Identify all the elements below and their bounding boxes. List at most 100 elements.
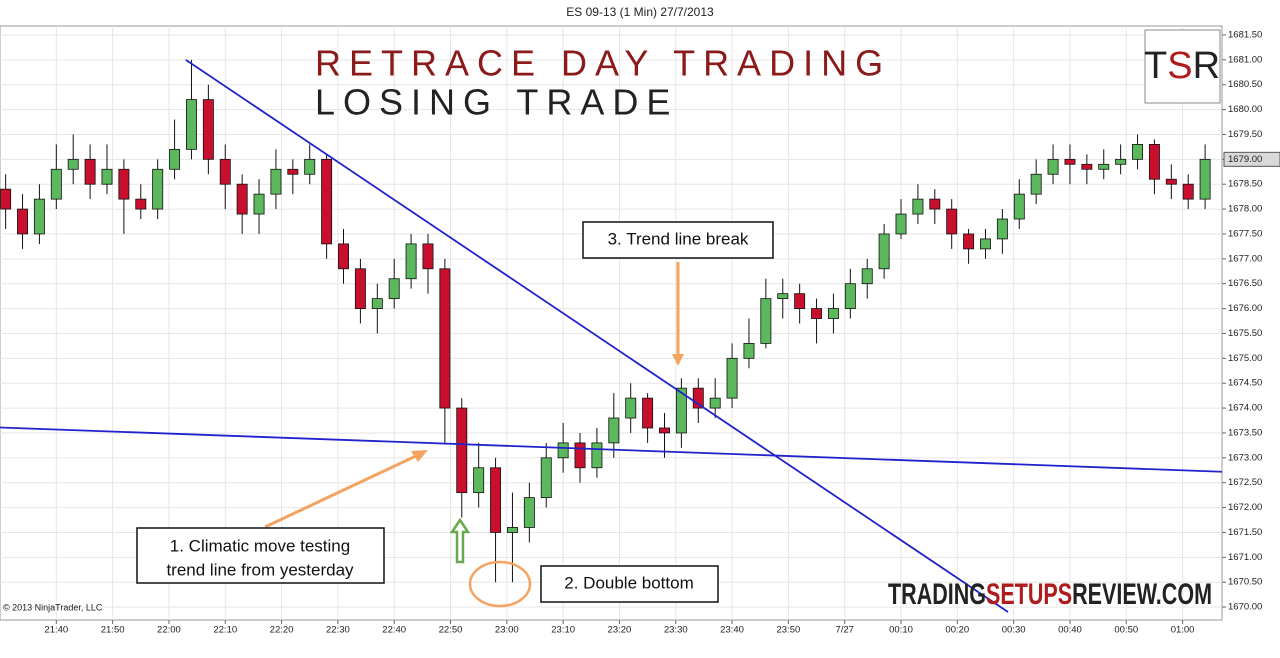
candle-body [270, 168, 282, 195]
x-tick-label: 23:10 [551, 625, 575, 636]
candle-body [743, 342, 755, 359]
candle-body [1098, 163, 1110, 170]
arrow-head [672, 354, 684, 366]
candle-body [811, 308, 823, 319]
y-tick-label: 1675.50 [1228, 328, 1262, 339]
candle-body [794, 293, 806, 309]
candle-body [118, 168, 130, 200]
x-tick-label: 22:00 [157, 625, 181, 636]
candle-body [642, 397, 654, 429]
y-tick-label: 1670.00 [1228, 602, 1262, 613]
candle-body [625, 397, 637, 419]
candle-body [456, 407, 468, 494]
candle-body [321, 158, 333, 245]
x-tick-label: 23:30 [664, 625, 688, 636]
x-tick-label: 00:20 [945, 625, 969, 636]
candle-body [659, 427, 670, 434]
y-tick-label: 1680.00 [1228, 104, 1262, 115]
chart-title: RETRACE DAY TRADING [315, 43, 891, 84]
y-tick-label: 1679.50 [1228, 129, 1262, 140]
candle-body [152, 168, 164, 210]
annotation-text: 2. Double bottom [564, 573, 693, 592]
candle-body [726, 357, 738, 399]
annotation-arrow [264, 453, 419, 529]
y-tick-label: 1671.50 [1228, 527, 1262, 538]
y-tick-label: 1678.00 [1228, 204, 1262, 215]
candle-body [506, 527, 518, 533]
candle-body [67, 158, 79, 170]
watermark-part: SETUPS [986, 578, 1072, 611]
candle-body [219, 158, 231, 185]
x-tick-label: 22:20 [270, 625, 294, 636]
last-price-label: 1679.00 [1228, 154, 1262, 165]
candle-body [439, 268, 451, 409]
x-tick-label: 00:50 [1114, 625, 1138, 636]
candle-body [996, 218, 1008, 240]
candle-body [422, 243, 434, 270]
y-tick-label: 1670.50 [1228, 577, 1262, 588]
x-tick-label: 21:40 [44, 625, 68, 636]
candle-body [675, 387, 687, 434]
y-tick-label: 1674.50 [1228, 378, 1262, 389]
y-tick-label: 1677.50 [1228, 228, 1262, 239]
candle-body [101, 168, 113, 185]
y-tick-label: 1677.00 [1228, 253, 1262, 264]
x-tick-label: 23:40 [720, 625, 744, 636]
entry-arrow [449, 517, 471, 564]
candle-body [490, 467, 502, 533]
candle-body [135, 198, 147, 210]
candle-body [17, 208, 28, 235]
x-tick-label: 00:30 [1002, 625, 1026, 636]
y-tick-label: 1671.00 [1228, 552, 1262, 563]
y-tick-label: 1672.00 [1228, 502, 1262, 513]
annotation-text: 1. Climatic move testing [170, 536, 350, 555]
candle-body [185, 99, 197, 150]
candle-body [912, 198, 924, 215]
candle-body [354, 268, 366, 309]
x-tick-label: 22:50 [439, 625, 463, 636]
watermark-part: REVIEW.COM [1072, 578, 1212, 611]
candle-body [777, 293, 789, 300]
candle-body [557, 442, 569, 459]
candle-body [760, 298, 772, 344]
candle-body [202, 99, 214, 160]
watermark-part: TRADING [888, 578, 986, 611]
logo-box [1144, 29, 1221, 104]
candle-body [473, 467, 485, 494]
candle-body [1148, 144, 1160, 180]
candle-body [236, 183, 248, 215]
y-tick-label: 1675.00 [1228, 353, 1262, 364]
x-tick-label: 00:10 [889, 625, 913, 636]
x-tick-label: 01:00 [1171, 625, 1195, 636]
annotation-box [540, 565, 719, 603]
candle-body [169, 148, 181, 170]
candle-body [574, 442, 586, 469]
y-tick-label: 1676.50 [1228, 278, 1262, 289]
logo-part: T [1144, 45, 1167, 87]
annotation-ellipse [468, 560, 532, 608]
candle-body [50, 168, 62, 200]
candle-body [878, 233, 890, 270]
y-tick-label: 1674.00 [1228, 403, 1262, 414]
last-price-box [1223, 151, 1280, 167]
arrow-head [411, 450, 428, 462]
y-tick-label: 1673.50 [1228, 427, 1262, 438]
x-tick-label: 21:50 [101, 625, 125, 636]
trend-line [0, 426, 1222, 473]
candle-body [371, 298, 383, 309]
candle-body [946, 208, 958, 235]
candle-body [608, 417, 620, 444]
candle-body [1182, 183, 1194, 200]
candle-body [1132, 144, 1143, 160]
x-tick-label: 22:30 [326, 625, 350, 636]
annotation-text: trend line from yesterday [166, 560, 354, 579]
y-tick-label: 1681.00 [1228, 54, 1262, 65]
candle-body [1199, 158, 1211, 200]
logo-part: R [1193, 45, 1220, 87]
candle-body [1013, 193, 1025, 220]
chart-header: ES 09-13 (1 Min) 27/7/2013 [566, 5, 714, 19]
candle-body [523, 497, 535, 528]
candle-body [844, 283, 856, 309]
y-tick-label: 1676.00 [1228, 303, 1262, 314]
candle-body [1064, 158, 1076, 165]
